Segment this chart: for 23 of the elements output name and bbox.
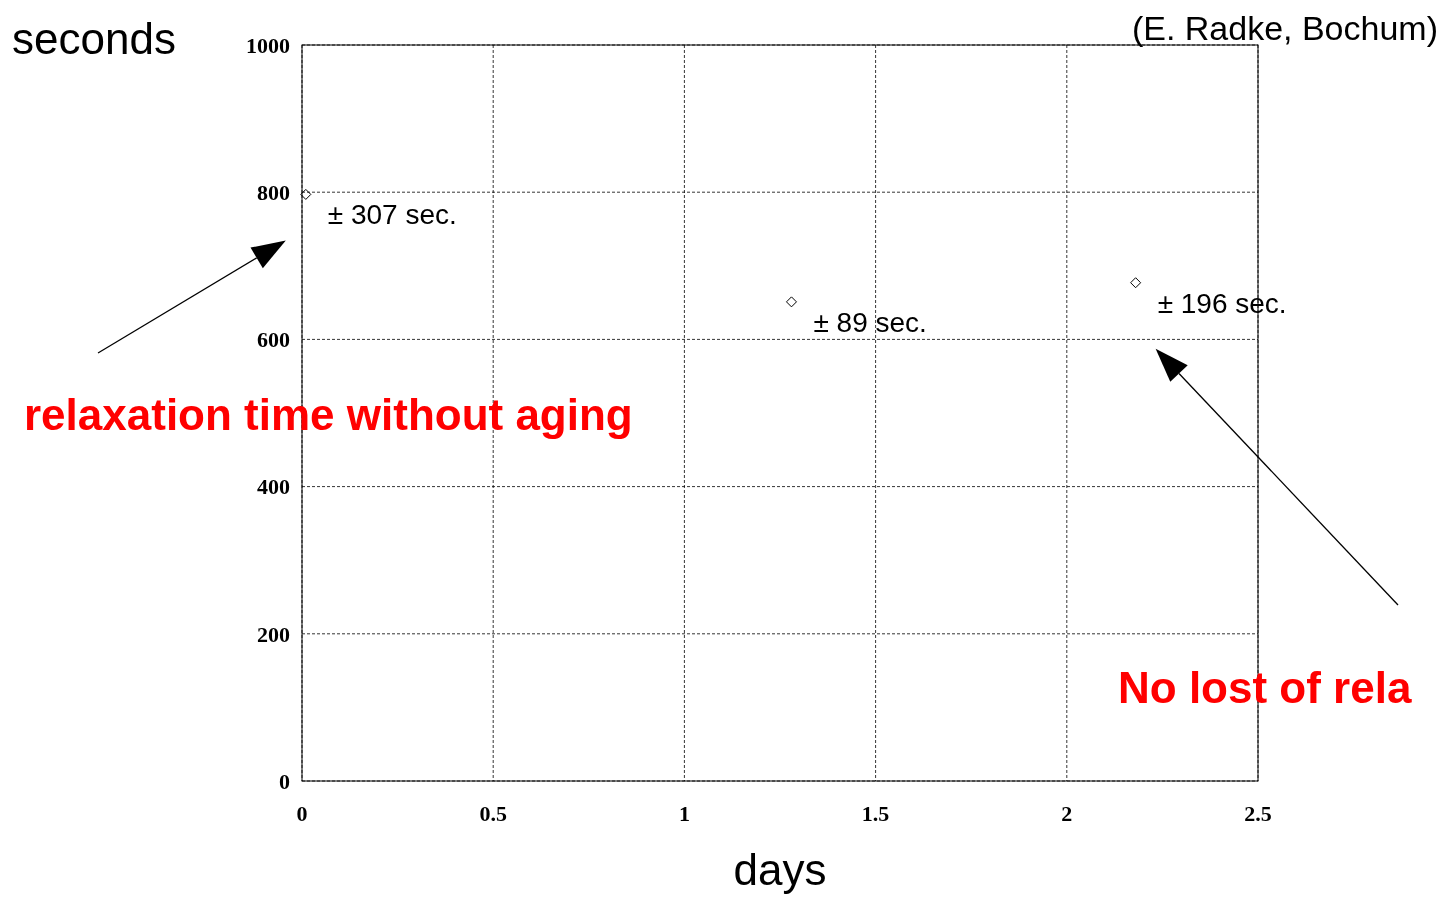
y-axis-title: seconds: [12, 14, 176, 63]
annotation: ± 89 sec.: [813, 306, 927, 338]
point: [300, 188, 312, 200]
x-tick-label: 2: [1061, 801, 1073, 826]
y-tick-label: 600: [257, 327, 290, 353]
point: [785, 296, 797, 308]
x-tick-label: 2.5: [1244, 801, 1272, 826]
annotation: (E. Radke, Bochum): [1131, 9, 1438, 47]
x-tick-label: 0: [296, 801, 308, 826]
annotation: ± 196 sec.: [1157, 287, 1287, 319]
y-tick-label: 800: [257, 179, 290, 205]
x-tick-label: 1: [678, 801, 690, 826]
annotation: No lost of rela: [1118, 663, 1412, 712]
y-tick-label: 1000: [246, 32, 290, 58]
x-tick-label: 0.5: [479, 801, 507, 826]
y-tick-label: 200: [257, 621, 290, 647]
annotation: relaxation time without aging: [24, 390, 633, 439]
x-tick-label: 1.5: [861, 801, 890, 826]
y-tick-label: 400: [257, 474, 290, 500]
x-axis-title: days: [733, 845, 827, 894]
y-tick-label: 0: [279, 768, 290, 794]
point: [1130, 277, 1142, 289]
annotation: ± 307 sec.: [327, 199, 457, 231]
